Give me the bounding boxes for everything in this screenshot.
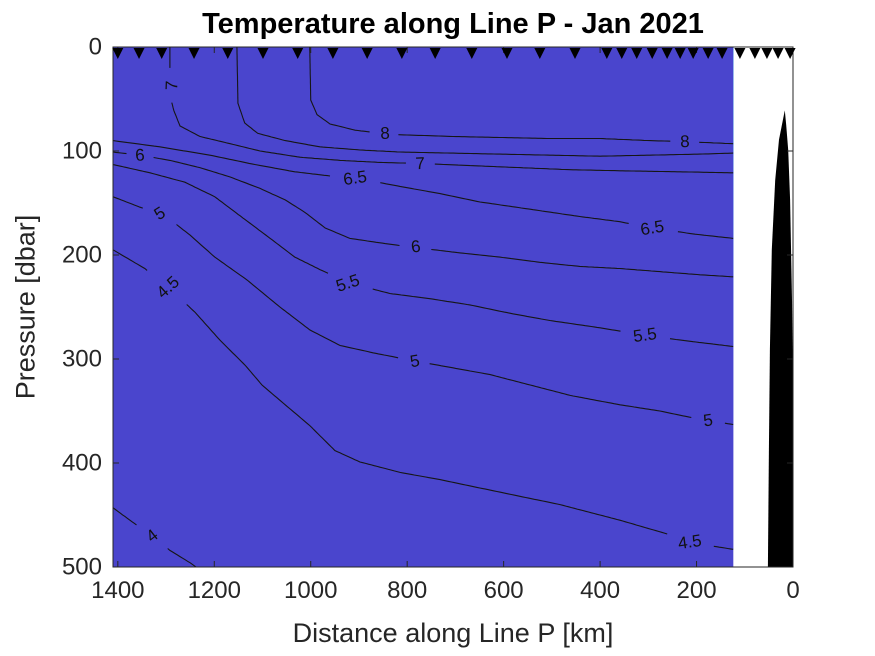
contour-line-4 <box>113 507 137 526</box>
station-marker <box>702 48 714 59</box>
contour-line-6.5 <box>113 140 331 177</box>
station-marker <box>327 48 339 59</box>
contour-label-8: 8 <box>680 132 690 151</box>
y-tick-label: 400 <box>62 450 102 477</box>
contour-line-5 <box>113 196 143 209</box>
station-marker <box>761 48 773 59</box>
contour-line-4 <box>167 548 197 567</box>
contour-label-7: 7 <box>415 154 425 173</box>
contour-line-5.5 <box>372 288 621 332</box>
station-marker <box>534 48 546 59</box>
station-marker <box>569 48 581 59</box>
station-marker <box>188 48 200 59</box>
x-tick-label: 800 <box>387 577 427 604</box>
contour-line-5.5 <box>669 338 734 348</box>
contour-line-7 <box>434 163 734 174</box>
contour-lines <box>113 47 734 567</box>
station-marker <box>257 48 269 59</box>
station-marker <box>222 48 234 59</box>
contour-line-4.5 <box>713 545 734 550</box>
station-marker <box>396 48 408 59</box>
contour-label-5: 5 <box>409 351 422 371</box>
contour-line-7.5 <box>236 47 734 157</box>
contour-line-6 <box>153 156 400 247</box>
y-tick-label: 200 <box>62 242 102 269</box>
x-tick-label: 0 <box>786 577 799 604</box>
x-axis-label: Distance along Line P [km] <box>292 618 614 648</box>
contour-label-6: 6 <box>135 145 145 164</box>
y-tick-label: 100 <box>62 138 102 165</box>
station-marker <box>749 48 761 59</box>
contour-line-6 <box>113 151 127 155</box>
contour-line-5 <box>429 363 692 419</box>
y-axis-label: Pressure [dbar] <box>10 214 41 400</box>
contour-line-6 <box>431 248 734 278</box>
contour-label-6.5: 6.5 <box>342 167 368 189</box>
station-marker <box>156 48 168 59</box>
station-marker <box>133 48 145 59</box>
contour-line-8 <box>699 141 734 145</box>
contour-line-6.5 <box>380 182 629 224</box>
axes-box <box>112 46 794 568</box>
x-tick-label: 1200 <box>188 577 241 604</box>
contour-label-6.5: 6.5 <box>639 217 666 240</box>
contour-label-7: 7 <box>162 80 181 90</box>
station-marker <box>361 48 373 59</box>
station-marker <box>716 48 728 59</box>
contour-label-5: 5 <box>702 410 714 430</box>
axes <box>112 46 794 568</box>
contour-line-8 <box>398 134 671 142</box>
station-marker <box>631 48 643 59</box>
station-marker <box>784 48 796 59</box>
station-markers <box>112 48 796 59</box>
station-marker <box>112 48 124 59</box>
station-marker <box>734 48 746 59</box>
x-tick-label: 600 <box>484 577 524 604</box>
contour-line-5 <box>176 224 399 359</box>
station-marker <box>646 48 658 59</box>
station-marker <box>292 48 304 59</box>
bathymetry-mask <box>767 110 793 567</box>
contour-label-8: 8 <box>380 124 390 143</box>
contour-label-6: 6 <box>410 237 422 257</box>
x-tick-label: 200 <box>677 577 717 604</box>
plot-title: Temperature along Line P - Jan 2021 <box>202 8 704 40</box>
contour-line-4.5 <box>186 304 668 535</box>
station-marker <box>772 48 784 59</box>
x-tick-label: 400 <box>580 577 620 604</box>
contour-line-5 <box>724 422 734 426</box>
station-marker <box>616 48 628 59</box>
contour-line-6.5 <box>677 231 734 239</box>
contour-label-4.5: 4.5 <box>677 531 703 553</box>
contour-label-5.5: 5.5 <box>632 324 658 346</box>
station-marker <box>429 48 441 59</box>
station-marker <box>687 48 699 59</box>
contour-line-8 <box>309 47 370 133</box>
y-tick-label: 300 <box>62 346 102 373</box>
x-tick-label: 1000 <box>284 577 337 604</box>
station-marker <box>674 48 686 59</box>
station-marker <box>501 48 513 59</box>
station-marker <box>601 48 613 59</box>
contour-line-5.5 <box>113 163 329 274</box>
tick-labels: 1400 1200 1000 800 600 400 200 0 0 100 200 300 400 50… <box>62 34 800 604</box>
station-marker <box>661 48 673 59</box>
y-tick-label: 500 <box>62 554 102 581</box>
x-tick-label: 1400 <box>91 577 144 604</box>
station-marker <box>466 48 478 59</box>
y-tick-label: 0 <box>89 34 102 61</box>
contour-line-7 <box>171 102 406 164</box>
band-base <box>113 47 734 567</box>
contour-line-4.5 <box>113 249 148 271</box>
